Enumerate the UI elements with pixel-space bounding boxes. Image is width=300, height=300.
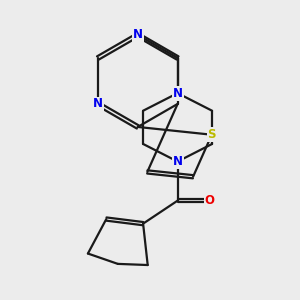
Text: O: O	[205, 194, 215, 207]
Text: N: N	[172, 155, 183, 168]
Text: N: N	[172, 87, 183, 100]
Text: N: N	[133, 28, 143, 41]
Text: N: N	[93, 98, 103, 110]
Text: S: S	[208, 128, 216, 141]
